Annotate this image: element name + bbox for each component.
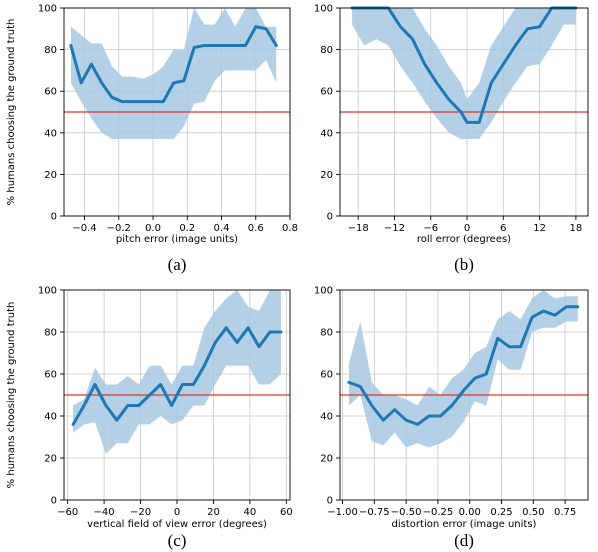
x-axis-label: vertical field of view error (degrees) bbox=[87, 519, 267, 530]
x-tick-label: −60 bbox=[57, 507, 78, 518]
y-tick-label: 0 bbox=[51, 496, 57, 507]
x-tick-label: 20 bbox=[207, 507, 220, 518]
y-tick-label: 40 bbox=[44, 128, 57, 139]
y-tick-label: 60 bbox=[320, 370, 333, 381]
y-tick-label: 20 bbox=[320, 454, 333, 465]
x-tick-label: 0.4 bbox=[214, 223, 230, 234]
x-tick-label: 0 bbox=[174, 507, 180, 518]
y-tick-label: 100 bbox=[314, 286, 333, 297]
y-tick-label: 20 bbox=[320, 170, 333, 181]
y-tick-label: 40 bbox=[320, 412, 333, 423]
y-tick-label: 0 bbox=[327, 212, 333, 223]
x-tick-label: 0.0 bbox=[145, 223, 161, 234]
x-tick-label: −20 bbox=[130, 507, 151, 518]
panel-caption: (b) bbox=[454, 255, 474, 274]
x-tick-label: 0.2 bbox=[179, 223, 195, 234]
y-tick-label: 100 bbox=[38, 286, 57, 297]
y-tick-label: 100 bbox=[38, 4, 57, 15]
y-tick-label: 80 bbox=[44, 45, 57, 56]
x-tick-label: 0.00 bbox=[459, 507, 481, 518]
y-axis-label: % humans choosing the ground truth bbox=[6, 19, 17, 206]
x-tick-label: 0.6 bbox=[248, 223, 264, 234]
x-tick-label: 60 bbox=[280, 507, 293, 518]
x-tick-label: −0.25 bbox=[423, 507, 454, 518]
x-axis-label: pitch error (image units) bbox=[116, 234, 238, 245]
mean-series-line bbox=[350, 6, 578, 124]
y-tick-label: 80 bbox=[44, 328, 57, 339]
x-tick-label: −0.75 bbox=[359, 507, 390, 518]
x-tick-label: 18 bbox=[570, 223, 583, 234]
chart-panel-b: −18 −12 −6 0 6 12 18 0 20 40 60 80 100 roll error (de… bbox=[314, 4, 589, 274]
axes-frame bbox=[63, 7, 291, 217]
y-axis-label: % humans choosing the ground truth bbox=[6, 302, 17, 489]
axes-frame bbox=[339, 289, 589, 501]
x-tick-label: −6 bbox=[423, 223, 438, 234]
x-tick-label: 0.75 bbox=[554, 507, 576, 518]
x-tick-label: −0.50 bbox=[391, 507, 422, 518]
y-tick-label: 100 bbox=[314, 4, 333, 15]
y-tick-label: 40 bbox=[44, 412, 57, 423]
x-tick-label: 0 bbox=[464, 223, 470, 234]
confidence-band bbox=[70, 8, 277, 140]
y-tick-label: 0 bbox=[327, 496, 333, 507]
y-tick-label: 40 bbox=[320, 128, 333, 139]
axes-frame bbox=[339, 7, 589, 217]
y-tick-label: 60 bbox=[44, 370, 57, 381]
y-tick-label: 80 bbox=[320, 45, 333, 56]
y-tick-label: 0 bbox=[51, 212, 57, 223]
chart-panel-d: −1.00 −0.75 −0.50 −0.25 0.00 0.25 0.50 0.75 0 20 4… bbox=[314, 286, 589, 550]
x-axis-label: roll error (degrees) bbox=[417, 234, 511, 245]
x-tick-label: −40 bbox=[94, 507, 115, 518]
chart-panel-c: −60 −40 −20 0 20 40 60 0 20 40 60 80 100 vertical fie… bbox=[6, 286, 293, 551]
x-tick-label: 0.8 bbox=[282, 223, 298, 234]
panel-caption: (d) bbox=[454, 531, 474, 550]
x-tick-label: 40 bbox=[244, 507, 257, 518]
x-tick-label: −0.4 bbox=[72, 223, 96, 234]
x-tick-label: −1.00 bbox=[327, 507, 358, 518]
y-tick-label: 60 bbox=[320, 87, 333, 98]
x-tick-label: 0.25 bbox=[490, 507, 512, 518]
x-tick-label: 0.50 bbox=[522, 507, 544, 518]
x-tick-label: 6 bbox=[500, 223, 506, 234]
panel-caption: (a) bbox=[168, 255, 187, 274]
panel-caption: (c) bbox=[168, 531, 187, 550]
mean-series-line bbox=[347, 305, 580, 426]
y-tick-label: 80 bbox=[320, 328, 333, 339]
x-tick-label: −18 bbox=[348, 223, 369, 234]
x-axis-label: distortion error (image units) bbox=[392, 519, 537, 530]
x-tick-label: −0.2 bbox=[107, 223, 131, 234]
y-tick-label: 20 bbox=[44, 170, 57, 181]
x-tick-label: 12 bbox=[533, 223, 546, 234]
mean-series-line bbox=[71, 326, 283, 426]
y-tick-label: 60 bbox=[44, 87, 57, 98]
y-tick-label: 20 bbox=[44, 454, 57, 465]
confidence-band bbox=[348, 290, 578, 448]
mean-series-line bbox=[69, 25, 278, 104]
chart-panel-a: −0.4 −0.2 0.0 0.2 0.4 0.6 0.8 0 20 40 60 80 100 pitch… bbox=[6, 4, 298, 275]
x-tick-label: −12 bbox=[384, 223, 405, 234]
